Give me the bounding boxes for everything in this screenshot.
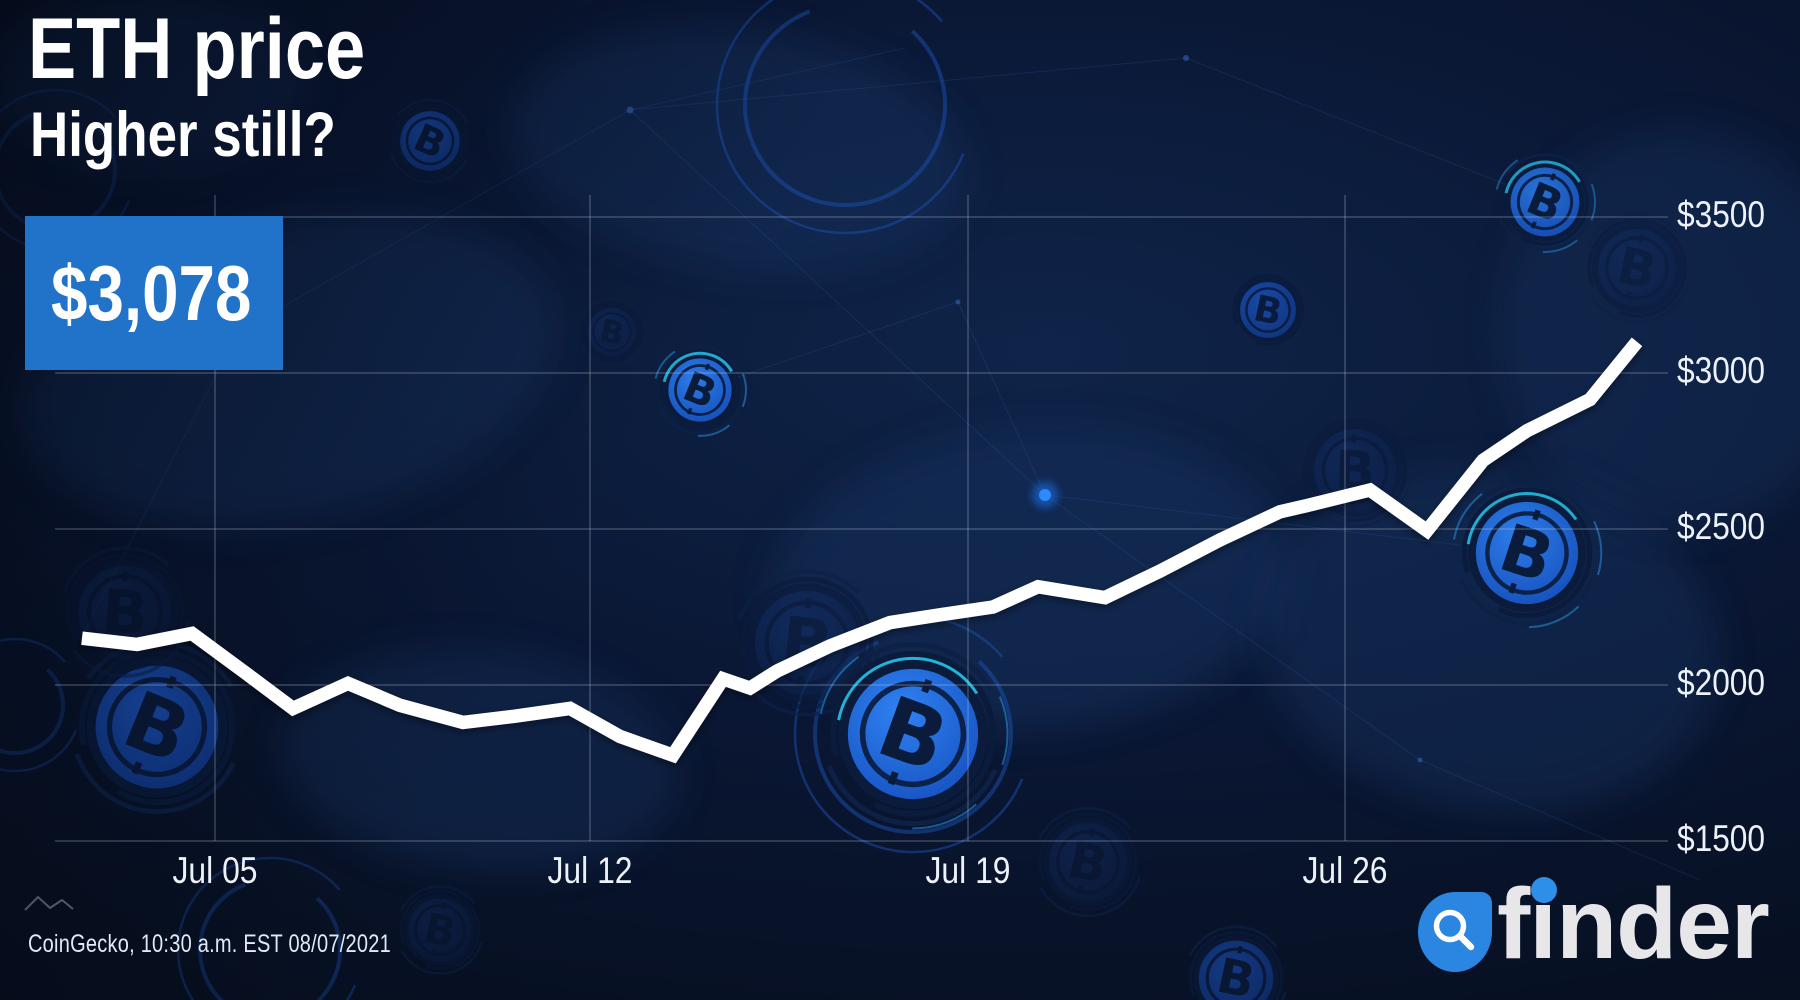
finder-wordmark: finder bbox=[1497, 874, 1770, 974]
finder-i-dot bbox=[1531, 877, 1557, 903]
x-axis-label: Jul 26 bbox=[1303, 850, 1388, 891]
x-axis-label: Jul 05 bbox=[173, 850, 258, 891]
current-price-value: $3,078 bbox=[51, 249, 252, 337]
page-subtitle: Higher still? bbox=[30, 104, 394, 167]
finder-logo: finder bbox=[1418, 874, 1778, 984]
magnifying-glass-icon bbox=[1433, 909, 1475, 951]
y-axis-label: $2000 bbox=[1677, 662, 1765, 703]
price-line-series bbox=[81, 337, 1643, 764]
magnifier-blob bbox=[1418, 892, 1492, 972]
y-axis-label: $3000 bbox=[1677, 350, 1765, 391]
data-source-text: CoinGecko, 10:30 a.m. EST 08/07/2021 bbox=[28, 930, 391, 958]
chart-grid bbox=[55, 195, 1668, 842]
x-axis-label: Jul 19 bbox=[926, 850, 1011, 891]
current-price-badge: $3,078 bbox=[25, 216, 283, 370]
y-axis-label: $2500 bbox=[1677, 506, 1765, 547]
x-axis-label: Jul 12 bbox=[548, 850, 633, 891]
page-title: ETH price bbox=[28, 6, 429, 92]
page-subtitle-text: Higher still? bbox=[30, 100, 336, 170]
page-title-text: ETH price bbox=[28, 1, 366, 97]
y-axis-label: $1500 bbox=[1677, 818, 1765, 859]
y-axis-label: $3500 bbox=[1677, 194, 1765, 235]
data-source-caption: CoinGecko, 10:30 a.m. EST 08/07/2021 bbox=[28, 930, 482, 959]
